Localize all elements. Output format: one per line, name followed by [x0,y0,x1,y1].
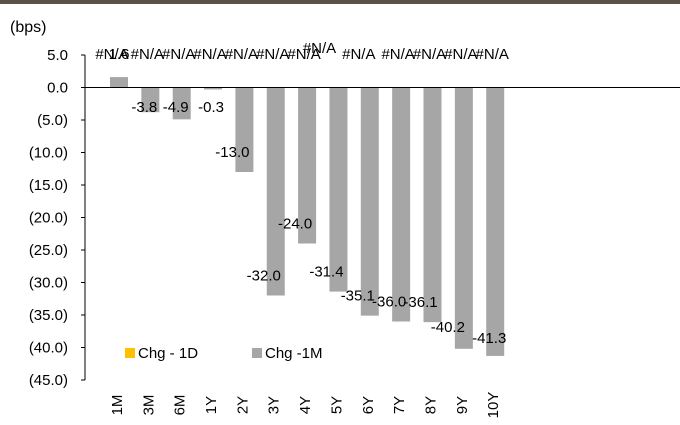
bars-group [110,77,505,356]
y-tick-label: (45.0) [29,372,68,389]
bar-chg-1m [266,87,285,296]
data-label-chg-1d: #N/A [342,46,375,63]
data-label-chg-1m: -36.1 [403,294,437,311]
bar-chg-1m [172,87,191,120]
data-label-chg-1d: #N/A [413,46,446,63]
data-label-chg-1m: -35.1 [341,288,375,305]
bar-chg-1m [204,87,223,90]
data-label-chg-1m: -13.0 [215,144,249,161]
data-label-chg-1m: -40.2 [431,319,465,336]
x-tick-label: 6M [172,395,189,416]
y-tick-label: (10.0) [29,145,68,162]
data-label-chg-1m: -0.3 [198,99,224,116]
bar-chg-1m [298,87,317,244]
unit-label: (bps) [10,19,46,36]
legend: Chg - 1D Chg -1M [125,345,323,362]
y-tick-label: (25.0) [29,242,68,259]
data-label-chg-1m: -32.0 [247,268,281,285]
y-tick-label: 0.0 [47,80,68,97]
x-axis: 1M 3M 6M 1Y 2Y 3Y 4Y 5Y 6Y 7Y 8Y 9Y 10Y [85,87,680,419]
bar-chg-1m [423,87,442,323]
data-label-chg-1d: #N/A [225,46,258,63]
x-tick-label: 4Y [297,396,314,414]
data-label-chg-1d: #N/A [287,46,320,63]
y-tick-label: (30.0) [29,275,68,292]
data-label-chg-1m: -31.4 [309,264,343,281]
data-label-chg-1m: 1.6 [109,46,130,63]
x-tick-label: 3M [140,395,157,416]
y-tick-label: (35.0) [29,307,68,324]
y-tick-label: 5.0 [47,47,68,64]
x-tick-label: 8Y [422,396,439,414]
bar-chg-1m [329,87,348,292]
y-tick-label: (40.0) [29,340,68,357]
bar-chg-1m [392,87,411,322]
x-tick-label: 9Y [454,396,471,414]
x-tick-label: 1M [109,395,126,416]
bar-chg-1m [110,77,128,88]
data-label-chg-1m: -4.9 [163,99,189,116]
y-tick-label: (5.0) [37,112,68,129]
data-label-chg-1d: #N/A [162,46,195,63]
bar-chg-1m [141,87,160,113]
y-tick-label: (15.0) [29,177,68,194]
x-tick-label: 10Y [485,392,502,419]
y-tick-label: (20.0) [29,210,68,227]
data-label-chg-1d: #N/A [381,46,414,63]
legend-label: Chg -1M [265,345,323,362]
legend-swatch [125,348,135,358]
legend-swatch [252,348,262,358]
legend-label: Chg - 1D [138,345,198,362]
data-label-chg-1d: #N/A [95,46,128,63]
data-label-chg-1d: #N/A [444,46,477,63]
x-tick-label: 6Y [360,396,377,414]
x-tick-label: 7Y [391,396,408,414]
data-label-chg-1d: #N/A [193,46,226,63]
data-label-chg-1m: -41.3 [472,330,506,347]
x-tick-label: 5Y [328,396,345,414]
x-tick-label: 1Y [203,396,220,414]
bar-chg-1m [486,87,505,356]
x-tick-label: 3Y [266,396,283,414]
y-axis: 5.0 0.0 (5.0) (10.0) (15.0) (20.0) (25.0) (30.0… [29,47,86,389]
data-label-chg-1d: #N/A [303,40,336,57]
data-label-chg-1d: #N/A [256,46,289,63]
bar-chg-1m [360,87,379,316]
x-tick-label: 2Y [234,396,251,414]
data-label-chg-1d: #N/A [131,46,164,63]
data-label-chg-1m: -24.0 [278,216,312,233]
bar-chg-1m [454,87,473,349]
data-label-chg-1m: -36.0 [372,294,406,311]
data-labels: 1.6 -3.8 -4.9 -0.3 -13.0 -32.0 -24.0 -31.4 -35.1… [95,40,509,347]
top-rule [0,0,680,4]
data-label-chg-1m: -3.8 [131,99,157,116]
bar-chg-1m [235,87,254,172]
data-label-chg-1d: #N/A [476,46,509,63]
